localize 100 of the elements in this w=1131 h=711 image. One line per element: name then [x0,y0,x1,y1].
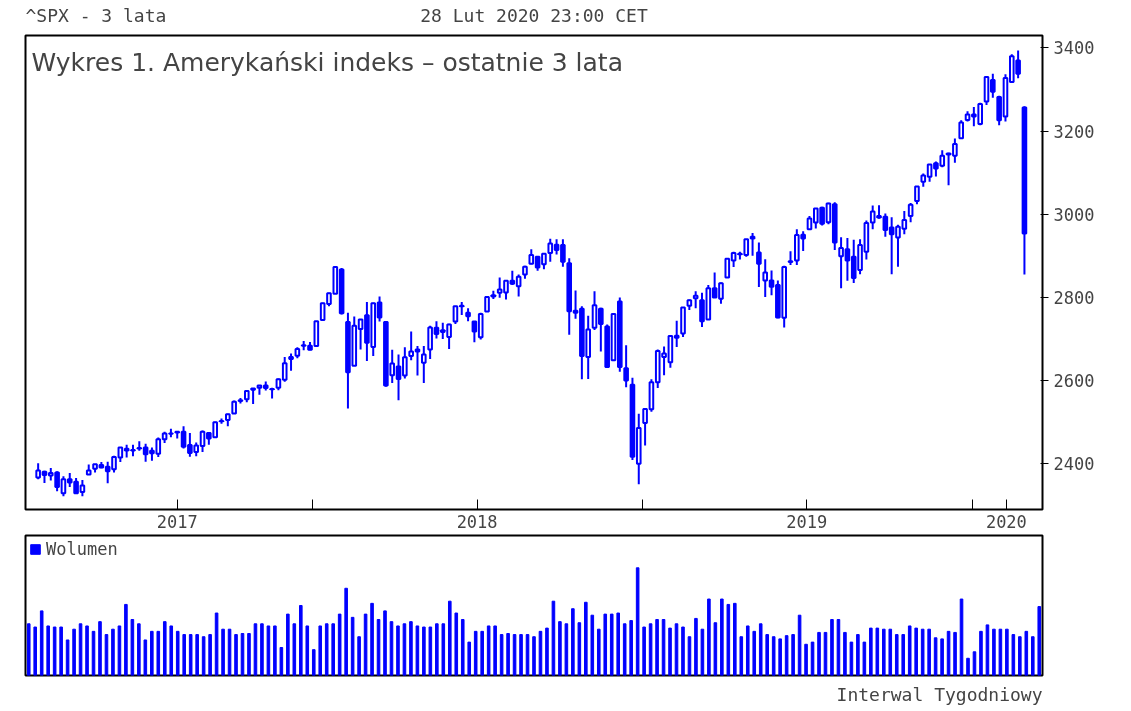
bar [901,634,906,676]
bar [914,627,918,676]
bar [726,603,731,676]
y-tick-label: 2800 [1053,287,1095,308]
bar [856,634,860,676]
bar [998,628,1003,676]
bar [65,639,70,676]
bar [894,634,899,676]
bar [72,628,76,676]
bar [985,624,990,676]
bar [648,623,653,676]
bar [713,622,718,676]
bar [758,623,763,676]
bar [784,635,789,676]
bar [299,605,303,676]
bar [78,623,83,676]
bar [992,628,996,676]
bar [927,628,931,676]
candlestick [907,202,914,224]
bar [745,625,750,676]
y-tick-label: 3000 [1053,204,1095,225]
bar [454,612,459,676]
y-tick-label: 3400 [1053,38,1095,59]
bar [733,602,737,676]
bar [1030,636,1035,676]
bar [260,623,264,676]
bar [888,628,893,676]
bar [130,619,135,676]
bar [558,621,562,676]
x-tick-label: 2019 [786,511,828,532]
bar [577,622,582,676]
bar [111,628,115,676]
bar [791,634,795,676]
bar [622,623,627,676]
bar [1011,634,1016,676]
bar [668,627,672,676]
bar [447,600,452,676]
bar [979,630,983,676]
y-tick-label: 3200 [1053,121,1095,142]
bar [370,602,374,676]
bar [396,625,400,676]
bar [182,634,186,676]
text: Wykres 1. Amerykański indeks – ostatnie 3 lata [31,47,623,77]
bar [480,630,484,676]
bar [26,623,31,676]
bar [292,623,297,676]
bar [473,630,478,676]
text: Interwal Tygodniowy [836,684,1043,705]
bar [460,619,465,676]
bar [33,626,38,676]
bar [162,621,167,676]
bar [720,598,724,676]
bar [849,641,854,676]
bar [869,627,873,676]
bar [1024,630,1029,676]
bar [344,587,348,676]
bar [221,628,225,676]
bar [357,636,361,676]
bar [208,634,212,676]
bar [305,625,310,676]
text: ^SPX - 3 lata [25,5,167,26]
bar [415,625,420,676]
bar [435,623,439,676]
bar [609,613,614,676]
bar [966,657,970,676]
bar [331,623,335,676]
bar [635,567,640,676]
x-tick-label: 2018 [456,511,498,532]
bar [603,613,608,676]
y-tick-label: 2400 [1053,454,1095,475]
x-tick-label: 2017 [156,511,198,532]
candlestick [421,345,427,385]
bar [830,619,834,676]
bar [1037,606,1042,676]
bar [286,613,290,676]
bar [616,612,621,676]
bar [1005,628,1009,676]
bar [324,623,329,676]
bar [175,630,180,676]
candlestick [756,241,762,289]
bar [797,614,802,676]
bar [98,621,102,676]
bar [946,630,951,676]
bar [499,634,504,676]
bar [804,643,808,676]
bar [953,631,957,676]
bar [214,612,219,676]
bar [655,619,659,676]
bar [137,623,141,676]
bar [422,626,426,676]
bar [920,628,925,676]
bar [752,630,757,676]
bar [201,636,206,676]
bar [156,630,161,676]
bar [694,617,698,676]
bar [273,625,277,676]
bar [85,625,89,676]
bar [862,641,867,676]
bar [707,598,711,676]
bar [590,614,595,676]
